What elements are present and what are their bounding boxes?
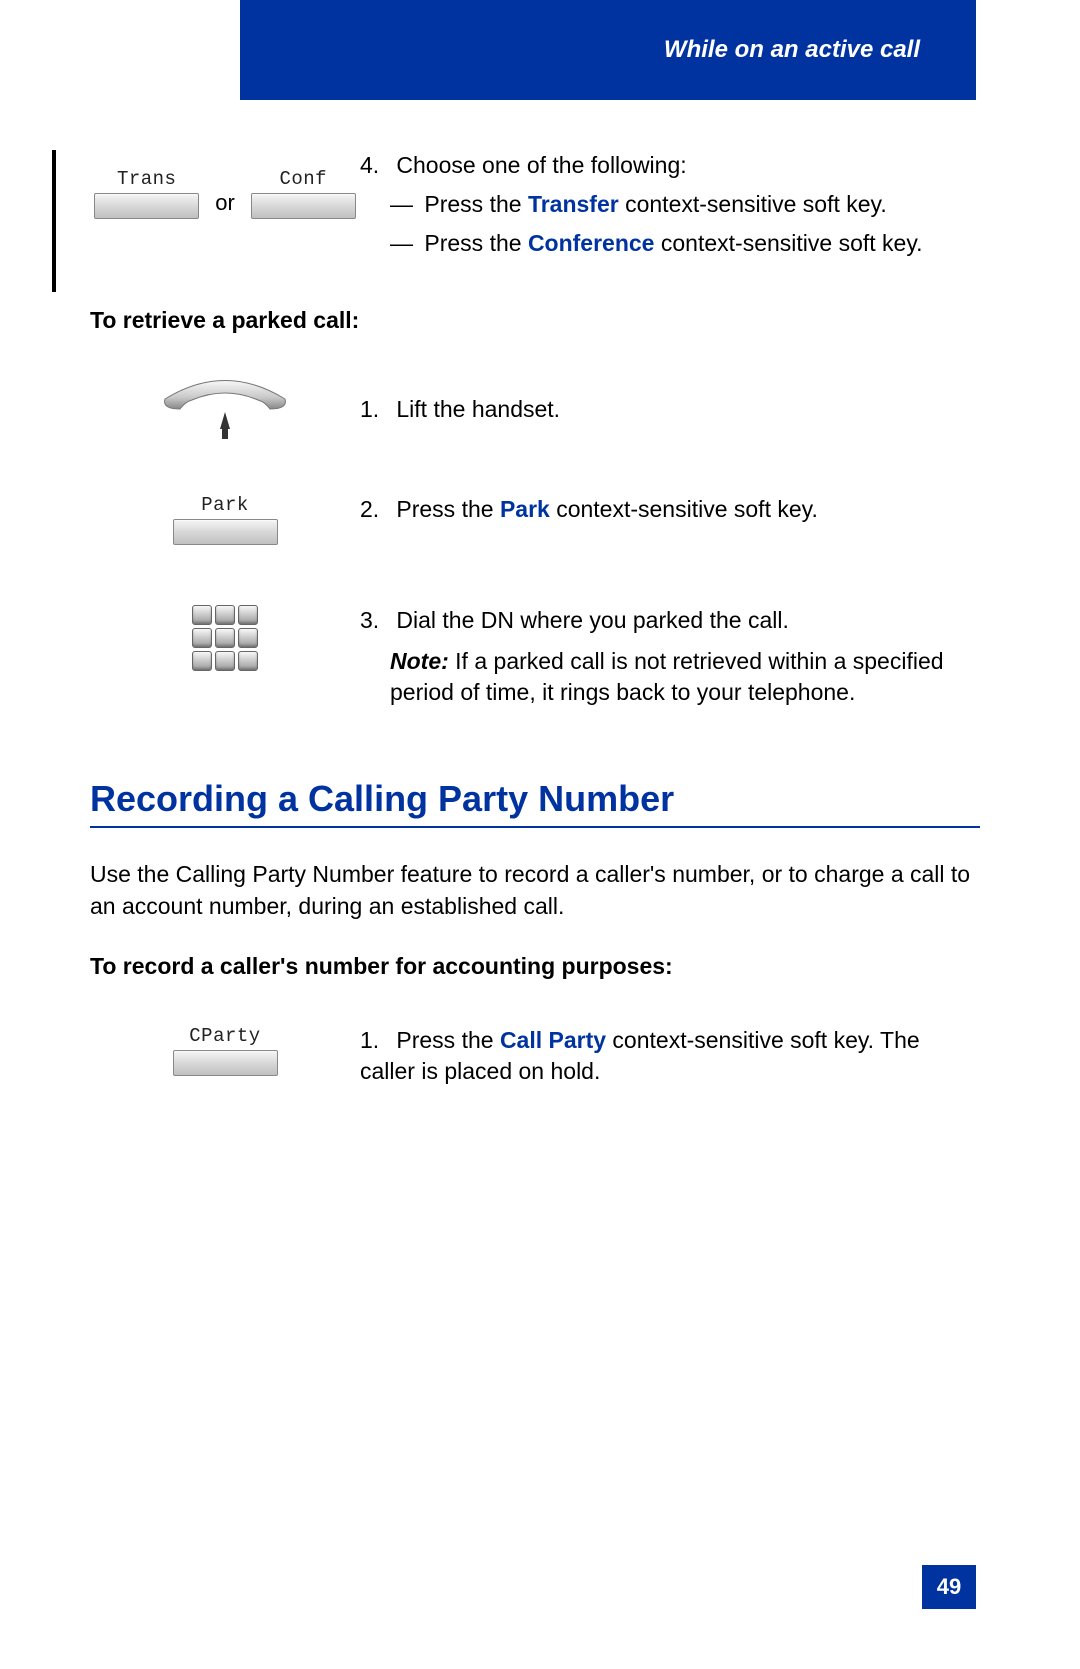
handset-illus	[90, 374, 360, 444]
park-link: Park	[500, 496, 550, 522]
transfer-link: Transfer	[528, 191, 619, 217]
keypad-key	[215, 605, 235, 625]
change-bar	[52, 154, 56, 206]
handset-icon	[150, 374, 300, 444]
s3-num: 3.	[360, 605, 390, 636]
cparty-illus: CParty	[90, 1025, 360, 1076]
page-number: 49	[922, 1565, 976, 1609]
step4-text: 4. Choose one of the following: — Press …	[360, 150, 980, 259]
change-bar	[52, 260, 56, 286]
keypad-key	[238, 628, 258, 648]
opt1-pre: Press the	[424, 191, 528, 217]
page: While on an active call Trans or Conf	[0, 0, 1080, 1669]
recording-s1-row: CParty 1. Press the Call Party context-s…	[90, 1025, 980, 1087]
keypad-key	[192, 605, 212, 625]
content-area: Trans or Conf 4. Choose one of the follo…	[90, 150, 980, 1107]
header-bar: While on an active call	[240, 0, 976, 100]
s2-num: 2.	[360, 494, 390, 525]
s2-pre: Press the	[396, 496, 500, 522]
retrieve-s1-text: 1. Lift the handset.	[360, 394, 980, 425]
retrieve-heading: To retrieve a parked call:	[90, 307, 980, 334]
cparty-label: CParty	[189, 1025, 260, 1047]
s3-line1: Dial the DN where you parked the call.	[396, 607, 788, 633]
cparty-button[interactable]	[173, 1050, 278, 1076]
opt2-pre: Press the	[424, 230, 528, 256]
recording-sub: To record a caller's number for accounti…	[90, 953, 980, 980]
note-label: Note:	[390, 648, 449, 674]
keypad-key	[238, 605, 258, 625]
retrieve-s2-row: Park 2. Press the Park context-sensitive…	[90, 494, 980, 545]
rec-s1-pre: Press the	[396, 1027, 500, 1053]
step4-illus: Trans or Conf	[90, 150, 360, 219]
retrieve-s1-row: 1. Lift the handset.	[90, 374, 980, 444]
conf-label: Conf	[279, 168, 327, 190]
step4-lead: Choose one of the following:	[396, 152, 686, 178]
s1-text: Lift the handset.	[396, 396, 560, 422]
keypad-key	[192, 628, 212, 648]
softkey-group: Trans or Conf	[94, 168, 356, 219]
conference-link: Conference	[528, 230, 655, 256]
header-title: While on an active call	[664, 36, 920, 64]
trans-softkey: Trans	[94, 168, 199, 219]
retrieve-s3-row: 3. Dial the DN where you parked the call…	[90, 605, 980, 708]
keypad-illus	[90, 605, 360, 671]
rec-s1-num: 1.	[360, 1025, 390, 1056]
park-button[interactable]	[173, 519, 278, 545]
conf-softkey: Conf	[251, 168, 356, 219]
keypad-key	[238, 651, 258, 671]
dash: —	[390, 189, 418, 220]
trans-button[interactable]	[94, 193, 199, 219]
conf-button[interactable]	[251, 193, 356, 219]
keypad-key	[192, 651, 212, 671]
s1-num: 1.	[360, 394, 390, 425]
retrieve-s2-text: 2. Press the Park context-sensitive soft…	[360, 494, 980, 525]
cparty-softkey: CParty	[173, 1025, 278, 1076]
keypad-icon	[192, 605, 258, 671]
call-party-link: Call Party	[500, 1027, 606, 1053]
recording-s1-text: 1. Press the Call Party context-sensitiv…	[360, 1025, 980, 1087]
step4-row: Trans or Conf 4. Choose one of the follo…	[90, 150, 980, 259]
trans-label: Trans	[117, 168, 177, 190]
note-text: If a parked call is not retrieved within…	[390, 648, 944, 705]
keypad-key	[215, 651, 235, 671]
or-text: or	[215, 190, 235, 216]
park-label: Park	[201, 494, 249, 516]
dash: —	[390, 228, 418, 259]
recording-heading: Recording a Calling Party Number	[90, 778, 980, 828]
keypad-key	[215, 628, 235, 648]
opt1-post: context-sensitive soft key.	[619, 191, 887, 217]
park-softkey: Park	[173, 494, 278, 545]
retrieve-s3-text: 3. Dial the DN where you parked the call…	[360, 605, 980, 708]
step4-num: 4.	[360, 150, 390, 181]
s2-post: context-sensitive soft key.	[550, 496, 818, 522]
recording-intro: Use the Calling Party Number feature to …	[90, 858, 980, 922]
opt2-post: context-sensitive soft key.	[654, 230, 922, 256]
park-illus: Park	[90, 494, 360, 545]
